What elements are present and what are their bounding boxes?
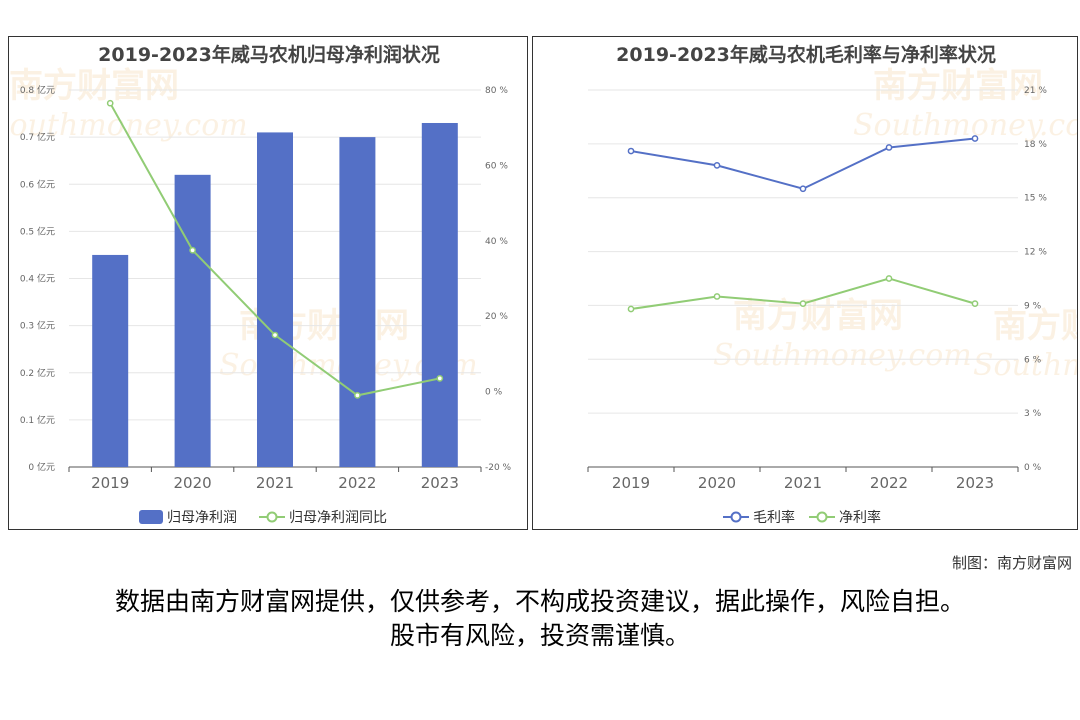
watermark-cn: 南方财富网 <box>9 66 179 106</box>
y-left-tick-label: 0 亿元 <box>28 461 55 473</box>
series-point <box>885 144 893 151</box>
y-left-tick-label: 0.2 亿元 <box>20 367 55 379</box>
x-tick-label: 2022 <box>338 474 376 492</box>
y-left-tick-label: 0.4 亿元 <box>20 273 55 285</box>
series-point <box>885 275 893 282</box>
legend-label: 净利率 <box>839 509 881 526</box>
chart-title: 2019-2023年威马农机归母净利润状况 <box>98 43 440 66</box>
legend-line-marker <box>266 511 278 523</box>
legend-bar-swatch <box>139 510 163 524</box>
x-tick-label: 2022 <box>870 474 908 492</box>
legend-line-marker <box>816 511 828 523</box>
bar-2020 <box>174 174 211 467</box>
yoy-point-2022 <box>354 392 361 399</box>
x-tick-label: 2019 <box>91 474 129 492</box>
series-point <box>627 147 635 155</box>
watermark-en: Southmoney.com <box>853 108 1078 143</box>
y-right-tick-label: 60 % <box>485 161 508 171</box>
yoy-point-2019 <box>106 99 114 107</box>
y-left-tick-label: 0.7 亿元 <box>20 131 55 143</box>
watermark-en: Southmoney.com <box>713 338 972 373</box>
disclaimer-line-1: 数据由南方财富网提供，仅供参考，不构成投资建议，据此操作，风险自担。 <box>114 587 965 616</box>
disclaimer-line-2: 股市有风险，投资需谨慎。 <box>389 621 690 650</box>
y-right-tick-label: 9 % <box>1024 301 1042 311</box>
legend-line-label: 归母净利润同比 <box>289 509 387 526</box>
series-point <box>799 300 807 307</box>
watermark-cn: 南方财富网 <box>993 306 1078 346</box>
series-point <box>971 135 979 142</box>
y-right-tick-label: 3 % <box>1024 409 1042 419</box>
series-point <box>713 162 721 169</box>
yoy-point-2021 <box>271 331 279 339</box>
series-point <box>713 293 721 300</box>
y-right-tick-label: 21 % <box>1024 86 1047 96</box>
yoy-point-2020 <box>189 246 196 254</box>
yoy-point-2023 <box>436 375 444 382</box>
series-point <box>799 185 807 193</box>
bar-2022 <box>339 137 376 467</box>
y-right-tick-label: 0 % <box>485 388 503 398</box>
margin-chart: 南方财富网Southmoney.com南方财富网Southmoney.com南方… <box>587 43 1078 526</box>
watermark-group: 南方财富网Southmoney.com南方财富网Southmoney.com南方… <box>713 66 1078 383</box>
y-left-tick-label: 0.6 亿元 <box>20 178 55 190</box>
y-left-tick-label: 0.3 亿元 <box>20 320 55 332</box>
series-point <box>971 300 979 307</box>
y-right-tick-label: 80 % <box>485 86 508 96</box>
x-tick-label: 2021 <box>784 474 822 492</box>
y-right-tick-label: 18 % <box>1024 140 1047 150</box>
legend-bar-label: 归母净利润 <box>167 509 237 526</box>
x-tick-label: 2019 <box>612 474 650 492</box>
y-right-tick-label: 15 % <box>1024 194 1047 204</box>
y-left-tick-label: 0.5 亿元 <box>20 225 55 237</box>
net-profit-chart-panel: 南方财富网Southmoney.com南方财富网Southmoney.com20… <box>8 36 528 530</box>
bar-2019 <box>92 254 129 467</box>
series-point <box>627 305 635 313</box>
x-tick-label: 2020 <box>698 474 736 492</box>
x-tick-label: 2023 <box>421 474 459 492</box>
watermark-en: Southmoney.com <box>973 348 1078 383</box>
x-tick-label: 2020 <box>174 474 212 492</box>
y-right-tick-label: -20 % <box>485 463 512 473</box>
margin-chart-panel: 南方财富网Southmoney.com南方财富网Southmoney.com南方… <box>532 36 1078 530</box>
y-left-tick-label: 0.8 亿元 <box>20 84 55 96</box>
series-line-gross-margin <box>630 137 976 190</box>
net-profit-chart: 南方财富网Southmoney.com南方财富网Southmoney.com20… <box>9 43 512 526</box>
y-right-tick-label: 20 % <box>485 312 508 322</box>
watermark-cn: 南方财富网 <box>733 296 903 336</box>
watermark-cn: 南方财富网 <box>873 66 1043 106</box>
bar-2021 <box>257 132 293 467</box>
y-left-tick-label: 0.1 亿元 <box>20 414 55 426</box>
legend-line-marker <box>730 511 742 523</box>
y-right-tick-label: 0 % <box>1024 463 1042 473</box>
x-tick-label: 2021 <box>256 474 294 492</box>
chart-title: 2019-2023年威马农机毛利率与净利率状况 <box>616 43 996 66</box>
chart-credit: 制图：南方财富网 <box>951 554 1072 572</box>
bar-2023 <box>421 122 458 468</box>
legend-label: 毛利率 <box>753 509 795 526</box>
y-right-tick-label: 40 % <box>485 237 508 247</box>
x-tick-label: 2023 <box>956 474 994 492</box>
y-right-tick-label: 12 % <box>1024 248 1047 258</box>
y-right-tick-label: 6 % <box>1024 355 1042 365</box>
